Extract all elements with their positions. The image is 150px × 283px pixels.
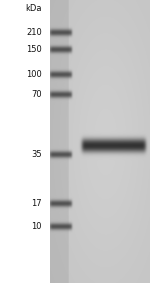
Text: 210: 210 (26, 28, 42, 37)
Text: 150: 150 (26, 45, 42, 54)
Text: 70: 70 (31, 90, 42, 99)
Text: kDa: kDa (26, 4, 42, 13)
Text: 100: 100 (26, 70, 42, 80)
Text: 10: 10 (32, 222, 42, 231)
Text: 35: 35 (31, 150, 42, 159)
Bar (0, 0, 45, 283)
Text: 17: 17 (31, 199, 42, 208)
